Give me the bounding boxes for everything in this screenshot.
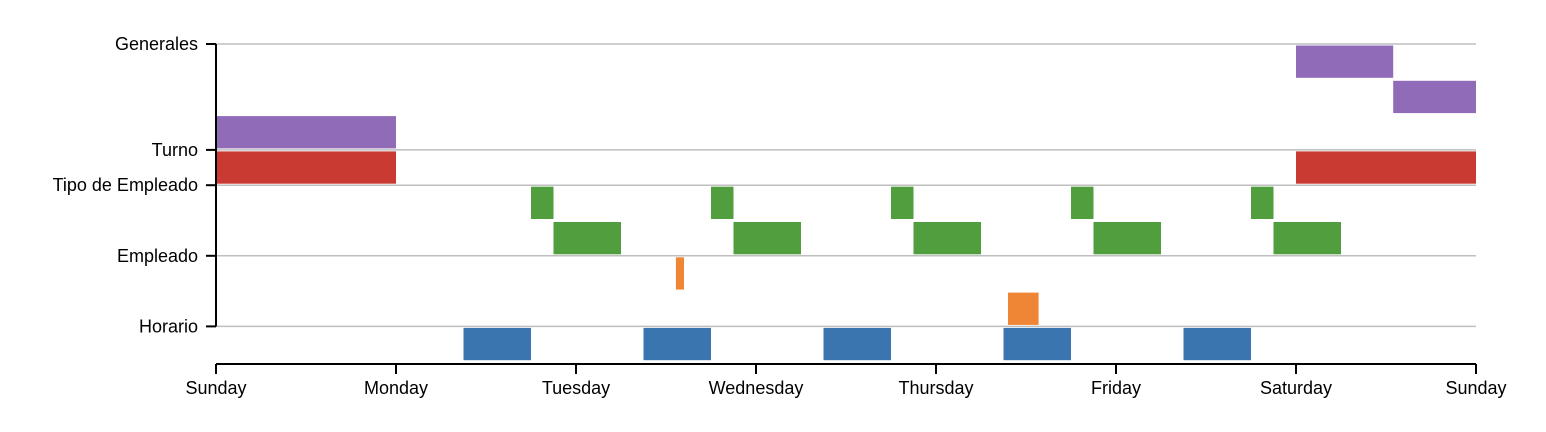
timeline-bar-purple [1393,80,1476,114]
x-tick-label: Monday [364,378,428,398]
timeline-bar-purple [216,116,396,149]
x-tick-label: Tuesday [542,378,610,398]
timeline-bar-blue [463,327,531,361]
timeline-bar-green [531,186,554,219]
timeline-bar-red [216,151,396,184]
x-tick-label: Sunday [185,378,246,398]
timeline-bar-red [1296,151,1476,184]
timeline-bar-green [1251,186,1274,219]
grid-layer [216,43,1476,328]
y-tick-label: Generales [115,34,198,54]
timeline-bar-blue [1183,327,1251,361]
x-tick-label: Friday [1091,378,1141,398]
axis-layer: Generales Turno Tipo de Empleado Empleado Ho… [53,34,1507,398]
timeline-bar-green [1093,222,1161,255]
timeline-bar-green [891,186,914,219]
timeline-bar-blue [823,327,891,361]
x-tick-label: Wednesday [709,378,804,398]
timeline-bar-green [1273,222,1341,255]
timeline-bar-green [913,222,981,255]
x-tick-label: Sunday [1445,378,1506,398]
x-tick-label: Saturday [1260,378,1332,398]
timeline-bar-orange [675,257,684,290]
timeline-bar-green [733,222,801,255]
y-tick-label: Tipo de Empleado [53,175,198,195]
y-tick-label: Turno [152,140,198,160]
timeline-bar-blue [1003,327,1071,361]
timeline-bar-green [1071,186,1094,219]
timeline-bar-orange [1008,292,1039,325]
timeline-bar-green [711,186,734,219]
y-tick-label: Horario [139,316,198,336]
timeline-bar-green [553,222,621,255]
timeline-bar-blue [643,327,711,361]
x-tick-label: Thursday [898,378,973,398]
bar-layer [216,45,1476,361]
timeline-bar-purple [1296,45,1394,78]
y-tick-label: Empleado [117,246,198,266]
